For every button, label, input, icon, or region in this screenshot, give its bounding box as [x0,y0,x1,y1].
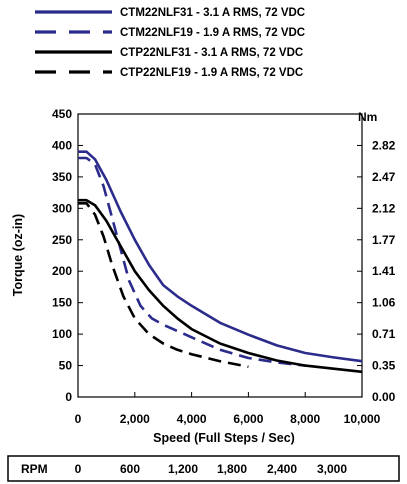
x-tick-label: 4,000 [177,412,207,426]
y2-tick-label: 1.06 [372,296,396,310]
rpm-value: 1,800 [217,462,247,476]
y-axis-right-ticks: 0.00 0.35 0.71 1.06 1.41 1.77 2.12 2.47 2.82 [357,138,396,404]
y2-tick-label: 2.47 [372,170,396,184]
y-tick-label: 0 [65,390,72,404]
rpm-table: RPM 0 600 1,200 1,800 2,400 3,000 [7,455,400,482]
y-tick-label: 300 [52,201,72,215]
y-axis-left-ticks: 0 50 100 150 200 250 300 350 400 450 [52,107,83,404]
y-tick-label: 200 [52,264,72,278]
series-line-3 [78,198,363,374]
rpm-value: 2,400 [267,462,297,476]
y-tick-label: 450 [52,107,72,121]
x-tick-label: 0 [75,412,82,426]
rpm-label: RPM [21,462,48,476]
y2-tick-label: 2.12 [372,201,396,215]
y-tick-label: 100 [52,327,72,341]
rpm-table-border [7,455,400,482]
y-axis-title: Torque (oz-in) [11,214,25,296]
series-lines [78,150,363,374]
x-tick-label: 10,000 [344,412,381,426]
x-tick-label: 2,000 [120,412,150,426]
rpm-value: 3,000 [317,462,347,476]
x-tick-label: 6,000 [233,412,263,426]
y2-tick-label: 0.35 [372,359,396,373]
y-tick-label: 150 [52,296,72,310]
plot-area [77,113,363,398]
legend-label-2: CTM22NLF19 - 1.9 A RMS, 72 VDC [120,27,305,39]
y2-tick-label: 2.82 [372,138,396,152]
y2-tick-label: 0.71 [372,327,396,341]
rpm-value: 0 [75,462,82,476]
x-axis-ticks: 0 2,000 4,000 6,000 8,000 10,000 [75,392,381,426]
y2-tick-label: 0.00 [372,390,396,404]
y-tick-label: 350 [52,170,72,184]
y-tick-label: 250 [52,233,72,247]
legend-label-3: CTP22NLF31 - 3.1 A RMS, 72 VDC [120,47,303,59]
y-tick-label: 50 [59,359,73,373]
series-line-4 [78,202,249,369]
series-line-1 [78,150,363,363]
legend-label-4: CTP22NLF19 - 1.9 A RMS, 72 VDC [120,67,303,79]
y2-tick-label: 1.77 [372,233,396,247]
x-axis-title: Speed (Full Steps / Sec) [153,431,295,445]
legend-label-1: CTM22NLF31 - 3.1 A RMS, 72 VDC [120,7,305,19]
x-tick-label: 8,000 [290,412,320,426]
rpm-value: 600 [120,462,140,476]
y2-axis-title: Nm [358,110,377,124]
series-line-2 [78,156,306,367]
y-tick-label: 400 [52,138,72,152]
y2-tick-label: 1.41 [372,264,396,278]
plot-frame [77,113,363,398]
rpm-value: 1,200 [168,462,198,476]
legend: CTM22NLF31 - 3.1 A RMS, 72 VDC CTM22NLF19… [35,7,305,79]
